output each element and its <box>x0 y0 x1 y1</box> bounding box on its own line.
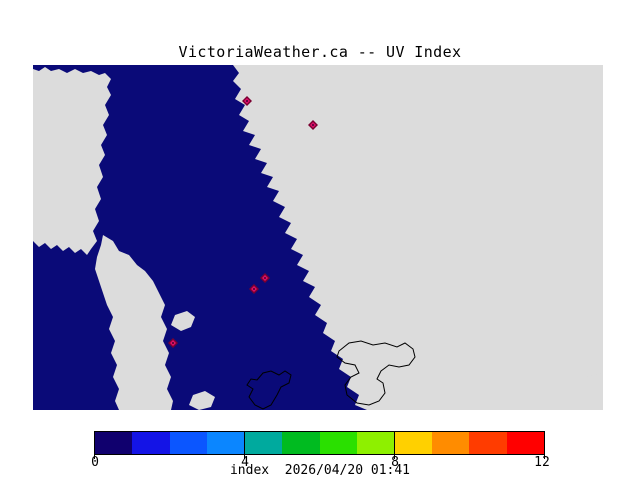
station-marker <box>308 120 318 130</box>
uv-index-map[interactable] <box>33 65 603 410</box>
colorbar-segment <box>431 432 470 454</box>
colorbar-segment <box>356 432 395 454</box>
land-southeast-coast <box>385 361 603 410</box>
island-outline-small <box>246 370 292 410</box>
colorbar-segment <box>95 432 133 454</box>
colorbar-label-4: 4 <box>241 455 249 470</box>
station-marker <box>260 273 270 283</box>
colorbar-caption: index 2026/04/20 01:41 <box>229 463 410 478</box>
colorbar-segment <box>469 432 507 454</box>
map-canvas <box>33 65 603 410</box>
station-marker <box>242 96 252 106</box>
station-marker-layer[interactable] <box>168 96 318 348</box>
land-northeast-mass <box>233 65 603 410</box>
land-mask-layer <box>33 65 603 410</box>
colorbar[interactable] <box>94 431 545 459</box>
colorbar-segment <box>132 432 170 454</box>
colorbar-segment <box>319 432 357 454</box>
colorbar-tick-8 <box>394 431 395 455</box>
land-north-peninsula-a <box>323 111 437 141</box>
station-marker <box>168 338 178 348</box>
land-islet-b <box>189 391 215 410</box>
colorbar-segment <box>282 432 320 454</box>
colorbar-tick-stub-4 <box>244 455 245 459</box>
colorbar-label-0: 0 <box>91 455 99 470</box>
colorbar-tick-stub-0 <box>94 455 95 459</box>
land-northwest-headland <box>95 235 173 410</box>
land-west-coast <box>33 65 111 255</box>
colorbar-tick-4 <box>244 431 245 455</box>
island-outline-large <box>336 340 416 406</box>
colorbar-tick-stub-12 <box>544 455 545 459</box>
station-marker <box>249 284 259 294</box>
page-title: VictoriaWeather.ca -- UV Index <box>178 43 462 61</box>
colorbar-segment <box>169 432 208 454</box>
land-islet-a <box>171 311 195 331</box>
colorbar-segment <box>244 432 283 454</box>
island-outline-layer <box>246 340 416 410</box>
colorbar-gradient <box>94 431 545 455</box>
colorbar-label-12: 12 <box>534 455 550 470</box>
colorbar-label-8: 8 <box>391 455 399 470</box>
colorbar-segment <box>506 432 545 454</box>
colorbar-segment <box>207 432 245 454</box>
colorbar-segment <box>394 432 432 454</box>
land-north-peninsula-b <box>331 147 435 167</box>
colorbar-tick-stub-8 <box>394 455 395 459</box>
